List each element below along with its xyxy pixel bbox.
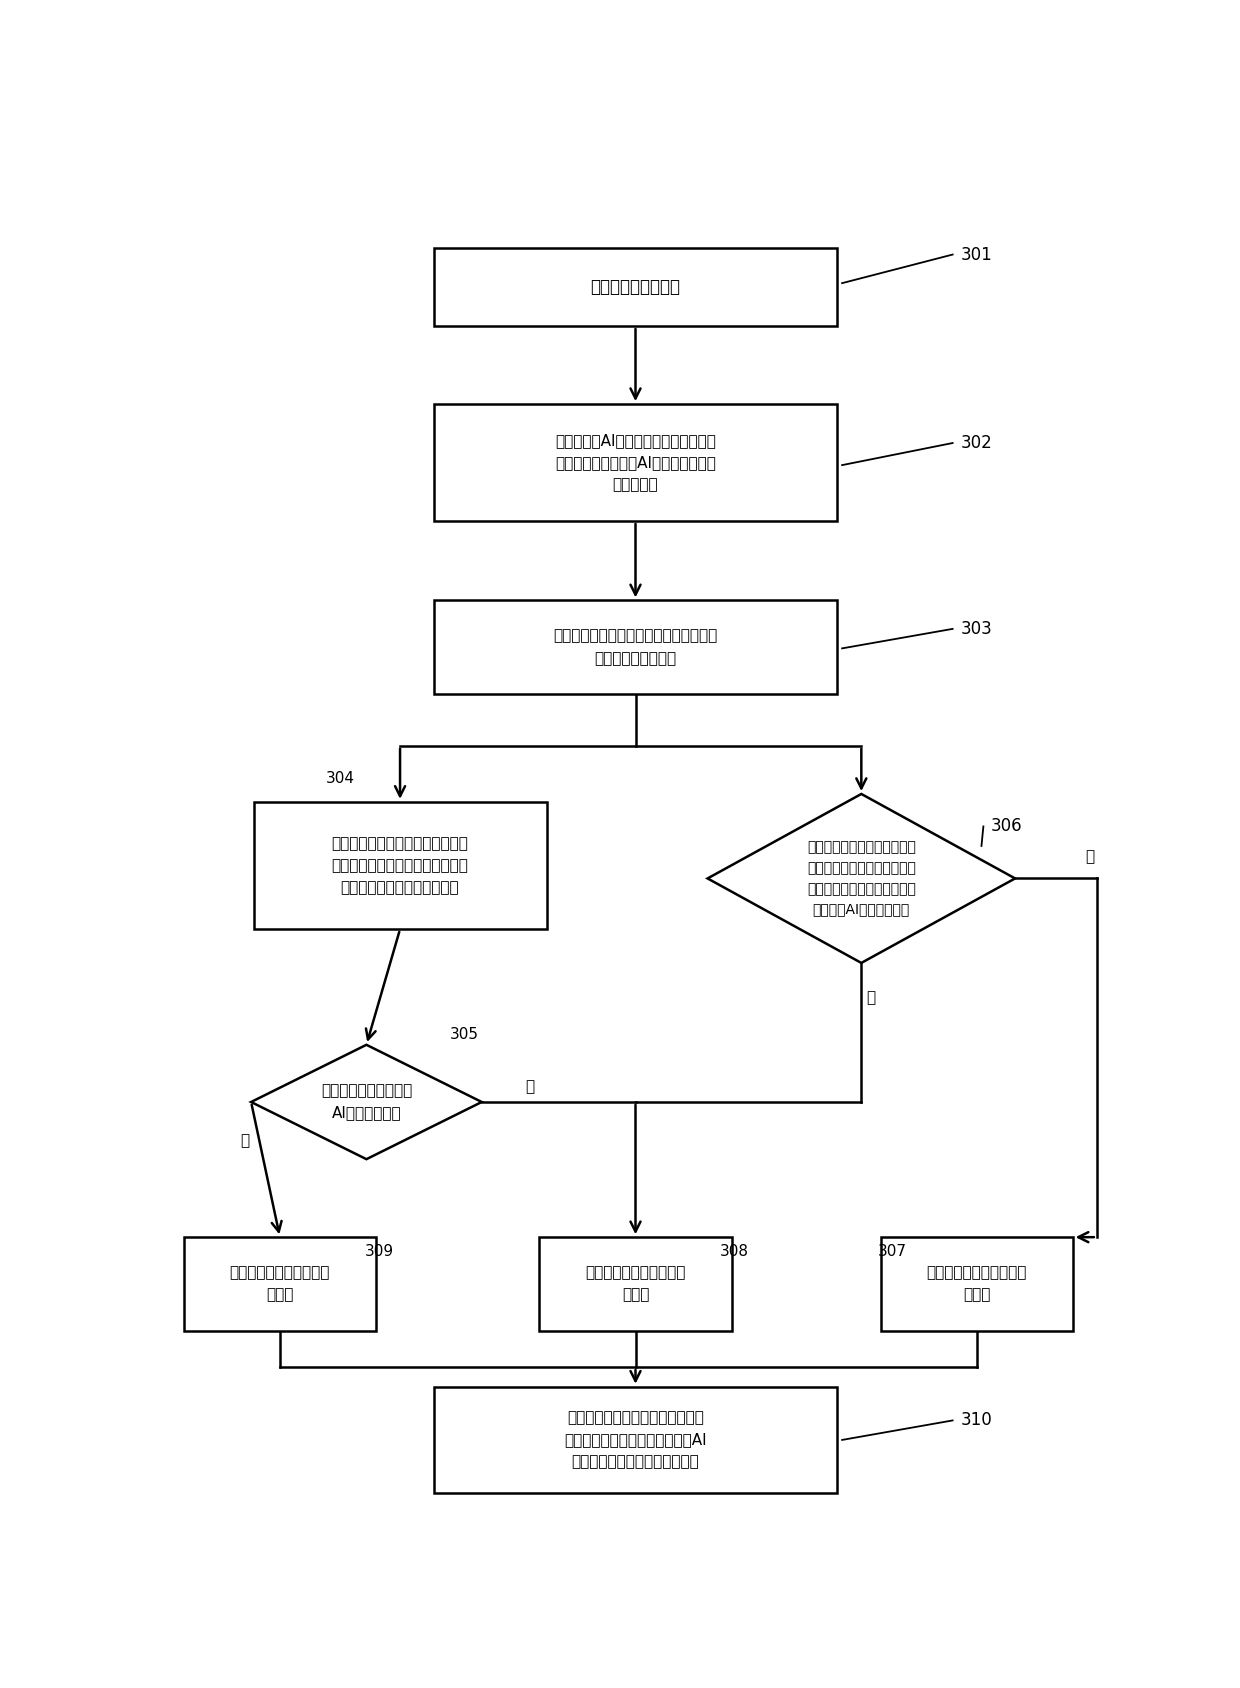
- FancyBboxPatch shape: [253, 802, 547, 928]
- FancyBboxPatch shape: [434, 601, 837, 694]
- FancyBboxPatch shape: [434, 403, 837, 522]
- Text: 305: 305: [450, 1026, 479, 1041]
- Text: 当确定该概率分值大于第一预设阈
值，且确定抽检该待标注的数据，
为该待标注数据标注人工标签: 当确定该概率分值大于第一预设阈 值，且确定抽检该待标注的数据， 为该待标注数据标…: [331, 836, 469, 895]
- Text: 307: 307: [878, 1244, 906, 1259]
- Text: 获取待标注的数据集: 获取待标注的数据集: [590, 279, 681, 295]
- Text: 否: 否: [526, 1079, 534, 1094]
- Text: 304: 304: [326, 771, 355, 787]
- Text: 是: 是: [239, 1133, 249, 1148]
- Text: 310: 310: [960, 1411, 992, 1430]
- Text: 303: 303: [960, 619, 992, 638]
- Text: 308: 308: [720, 1244, 749, 1259]
- Text: 306: 306: [991, 817, 1023, 836]
- Text: 301: 301: [960, 245, 992, 263]
- Text: 否: 否: [867, 991, 875, 1006]
- Text: 302: 302: [960, 434, 992, 452]
- Text: 309: 309: [365, 1244, 393, 1259]
- Text: 针对任一待标注数据，确定该概率分值是
否大于第一预设阈值: 针对任一待标注数据，确定该概率分值是 否大于第一预设阈值: [553, 628, 718, 665]
- Text: 当确定该概率分值不大于第一
预设阈值时，为该待标注数据
标注人工标签，确定人工标签
与获取的AI标签是否一致: 当确定该概率分值不大于第一 预设阈值时，为该待标注数据 标注人工标签，确定人工标…: [807, 841, 916, 917]
- Polygon shape: [250, 1045, 481, 1160]
- FancyBboxPatch shape: [539, 1237, 732, 1330]
- Text: 为该数据设置难度级别为
第一级: 为该数据设置难度级别为 第一级: [229, 1266, 330, 1303]
- FancyBboxPatch shape: [880, 1237, 1073, 1330]
- Text: 基于建立的AI模型获取每条待标注的数
据的概率分值最高的AI标签，以及对应
的概率分值: 基于建立的AI模型获取每条待标注的数 据的概率分值最高的AI标签，以及对应 的概…: [556, 432, 715, 493]
- Text: 获取设置难度级别为第二级和第三
级的数据作为样本，对已建立的AI
模型再次进行训练、验证和测试: 获取设置难度级别为第二级和第三 级的数据作为样本，对已建立的AI 模型再次进行训…: [564, 1409, 707, 1470]
- Polygon shape: [708, 793, 1016, 962]
- FancyBboxPatch shape: [434, 1386, 837, 1494]
- FancyBboxPatch shape: [434, 248, 837, 326]
- Text: 为该数据设置难度级别为
第三级: 为该数据设置难度级别为 第三级: [585, 1266, 686, 1303]
- FancyBboxPatch shape: [184, 1237, 376, 1330]
- Text: 确定人工标签与获取的
AI标签是否一致: 确定人工标签与获取的 AI标签是否一致: [321, 1084, 412, 1121]
- Text: 是: 是: [1085, 849, 1095, 864]
- Text: 为该数据设置难度级别为
第二级: 为该数据设置难度级别为 第二级: [926, 1266, 1027, 1303]
